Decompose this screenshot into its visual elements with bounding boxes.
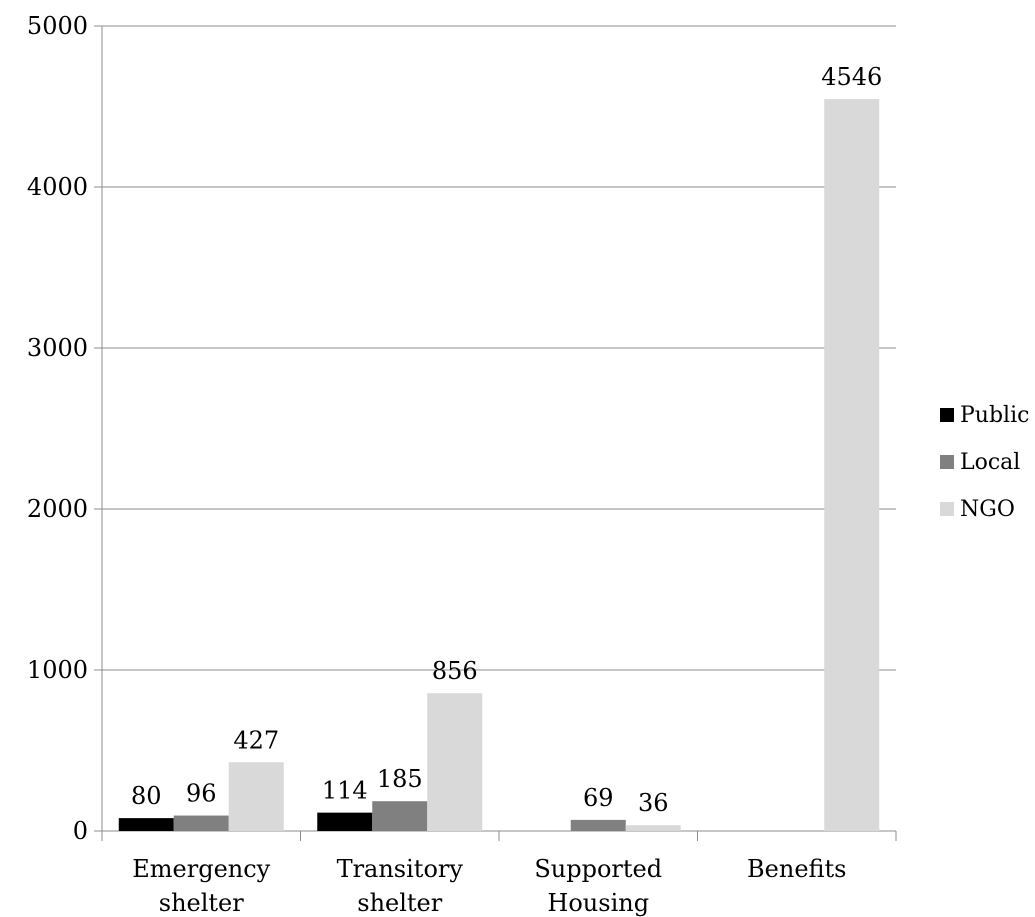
- bar-public-0: [118, 818, 174, 831]
- data-labels: 80 96 427 114 185 856 69 36 4546: [131, 63, 882, 817]
- category-label-line: Transitory: [337, 855, 464, 883]
- bar-ngo-2: [625, 825, 681, 831]
- legend: Public Local NGO: [940, 403, 1029, 522]
- bar-public-1: [317, 812, 373, 831]
- category-label-line: Housing: [547, 889, 649, 917]
- category-label-line: shelter: [159, 889, 245, 917]
- bar-ngo-0: [228, 762, 284, 831]
- y-tick-label: 2000: [27, 495, 88, 523]
- legend-label-local: Local: [960, 450, 1020, 475]
- category-label: Emergency shelter: [132, 855, 270, 917]
- y-tick-label: 5000: [27, 12, 88, 40]
- data-label-ngo-0: 427: [233, 726, 279, 754]
- y-axis-ticks: 0 1000 2000 3000 4000 5000: [27, 12, 102, 845]
- axes: [101, 26, 897, 841]
- y-tick-label: 3000: [27, 334, 88, 362]
- data-label-local-2: 69: [583, 784, 614, 812]
- legend-label-public: Public: [960, 403, 1029, 428]
- category-label-line: Supported: [534, 855, 662, 883]
- legend-swatch-ngo: [940, 502, 954, 516]
- y-tick-label: 0: [73, 817, 88, 845]
- bar-ngo-1: [427, 693, 483, 831]
- gridlines: [102, 25, 896, 671]
- legend-label-ngo: NGO: [960, 497, 1015, 522]
- bar-ngo-3: [824, 99, 880, 832]
- data-label-public-0: 80: [131, 782, 162, 810]
- data-label-public-1: 114: [322, 777, 368, 805]
- category-label: Transitory shelter: [337, 855, 464, 917]
- legend-swatch-local: [940, 455, 954, 469]
- data-label-ngo-1: 856: [432, 657, 478, 685]
- category-labels: Emergency shelter Transitory shelter Support…: [132, 855, 846, 917]
- data-label-local-0: 96: [186, 780, 217, 808]
- bar-local-2: [570, 819, 626, 831]
- bar-local-1: [372, 801, 428, 831]
- bars: [118, 99, 880, 832]
- category-label-line: shelter: [357, 889, 443, 917]
- category-label-line: Benefits: [747, 855, 846, 883]
- y-tick-label: 4000: [27, 173, 88, 201]
- data-label-local-1: 185: [377, 765, 423, 793]
- category-label: Benefits: [747, 855, 846, 883]
- bar-local-0: [173, 815, 229, 831]
- data-label-ngo-2: 36: [638, 789, 669, 817]
- y-tick-label: 1000: [27, 656, 88, 684]
- category-label: Supported Housing: [534, 855, 662, 917]
- category-label-line: Emergency: [132, 855, 270, 883]
- data-label-ngo-3: 4546: [821, 63, 882, 91]
- legend-swatch-public: [940, 408, 954, 422]
